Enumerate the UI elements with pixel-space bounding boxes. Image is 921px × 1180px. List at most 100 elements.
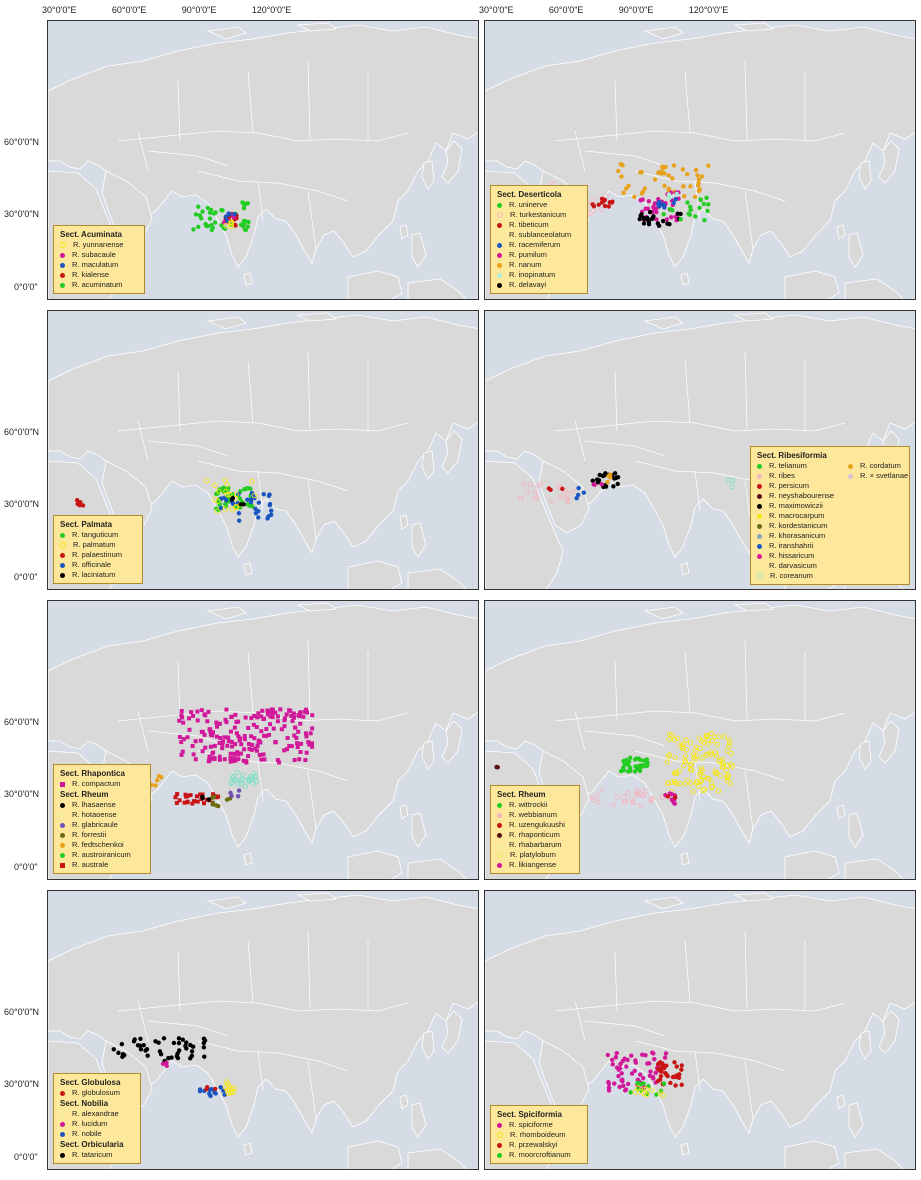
legend-item: R. spiciforme <box>497 1120 582 1130</box>
occurrence-point <box>603 193 610 199</box>
occurrence-point <box>682 781 688 787</box>
occurrence-point <box>616 1067 621 1072</box>
occurrence-point <box>681 193 687 199</box>
legend-label: R. przewalskyi <box>509 1140 558 1149</box>
legend-swatch <box>60 1152 65 1158</box>
occurrence-point <box>297 714 302 719</box>
occurrence-point <box>603 484 609 489</box>
land-mass <box>784 850 840 879</box>
occurrence-point <box>625 790 631 796</box>
legend-ribesiformia: Sect. Ribesiformia R. telianum R. ribes R. … <box>750 446 910 585</box>
occurrence-point <box>194 794 199 799</box>
legend-label: R. telianum <box>769 461 807 470</box>
legend-swatch <box>497 1122 502 1128</box>
legend-label: R. nanum <box>509 260 542 269</box>
occurrence-point <box>253 511 259 516</box>
occurrence-point <box>638 198 643 203</box>
occurrence-point <box>661 1081 667 1086</box>
occurrence-point <box>670 1074 676 1080</box>
legend-label: R. spiciforme <box>509 1120 553 1129</box>
occurrence-point <box>704 751 711 757</box>
occurrence-point <box>616 1073 621 1079</box>
occurrence-point <box>193 757 198 762</box>
legend-label: R. neyshabourense <box>769 491 835 500</box>
legend-label: R. globulosum <box>72 1088 120 1097</box>
occurrence-point <box>138 1047 144 1052</box>
legend-swatch <box>60 562 65 568</box>
occurrence-point <box>214 508 220 514</box>
occurrence-point <box>310 726 315 731</box>
occurrence-point <box>296 729 301 734</box>
occurrence-point <box>701 201 707 207</box>
occurrence-point <box>256 500 262 505</box>
legend-item: R. inopinatum <box>497 270 582 280</box>
legend-item: R. pumilum <box>497 250 582 260</box>
occurrence-point <box>235 781 241 787</box>
legend-swatch <box>497 862 502 868</box>
occurrence-point <box>638 213 643 218</box>
legend-swatch <box>60 572 65 578</box>
occurrence-point <box>671 200 676 206</box>
occurrence-point <box>235 777 241 783</box>
occurrence-point <box>251 492 257 499</box>
occurrence-point <box>298 749 303 754</box>
occurrence-point <box>185 799 190 804</box>
occurrence-point <box>285 747 290 752</box>
occurrence-point <box>720 761 727 767</box>
occurrence-point <box>652 206 657 212</box>
land-mass <box>844 1148 904 1169</box>
occurrence-point <box>141 1042 146 1048</box>
occurrence-point <box>723 767 729 774</box>
occurrence-point <box>304 707 309 712</box>
occurrence-point <box>659 1069 664 1074</box>
legend-item: R. alexandrae <box>60 1109 135 1119</box>
occurrence-point <box>228 729 233 734</box>
legend-label: R. forrestii <box>72 830 107 839</box>
occurrence-point <box>691 754 697 760</box>
legend-label: R. turkestanicum <box>510 210 567 219</box>
occurrence-point <box>652 177 658 182</box>
occurrence-point <box>630 799 636 805</box>
legend-swatch <box>497 202 502 208</box>
legend-label: R. kordestanicum <box>769 521 828 530</box>
occurrence-point <box>187 727 192 732</box>
latitude-tick-label: 30°0'0"N <box>4 499 40 510</box>
occurrence-point <box>639 787 646 793</box>
occurrence-point <box>119 1041 125 1047</box>
longitude-tick-label: 30°0'0"E <box>42 5 77 15</box>
occurrence-point <box>714 753 720 759</box>
legend-label: R. sublanceolatum <box>509 230 572 239</box>
occurrence-point <box>610 802 617 808</box>
occurrence-point <box>634 789 640 796</box>
occurrence-point <box>200 749 205 754</box>
legend-swatch <box>60 552 65 558</box>
legend-label: R. coreanum <box>770 571 813 580</box>
occurrence-point <box>232 751 237 756</box>
occurrence-point <box>640 1052 645 1057</box>
occurrence-point <box>188 1042 193 1048</box>
legend-label: R. alexandrae <box>72 1109 119 1118</box>
occurrence-point <box>208 729 213 734</box>
occurrence-point <box>237 496 243 501</box>
occurrence-point <box>725 775 731 781</box>
longitude-tick-label: 120°0'0"E <box>688 5 729 15</box>
occurrence-point <box>202 732 207 737</box>
legend-section-title: Sect. Nobilia <box>60 1099 109 1108</box>
legend-item: R. subacaule <box>60 250 139 260</box>
occurrence-point <box>289 713 294 718</box>
occurrence-point <box>549 498 555 504</box>
occurrence-point <box>193 739 198 744</box>
legend-label: R. fedtschenkoi <box>72 840 124 849</box>
land-mass <box>680 1142 690 1156</box>
land-mass <box>643 896 684 910</box>
occurrence-point <box>664 759 670 765</box>
occurrence-point <box>621 1083 626 1089</box>
map-panel-ribesiformia: Sect. Ribesiformia R. telianum R. ribes R. … <box>484 310 916 590</box>
land-mass <box>680 272 690 286</box>
occurrence-point <box>248 499 254 505</box>
occurrence-point <box>660 1092 666 1099</box>
legend-label: R. kialense <box>72 270 110 279</box>
occurrence-point <box>621 765 626 770</box>
occurrence-point <box>287 743 292 748</box>
land-mass <box>878 720 900 764</box>
